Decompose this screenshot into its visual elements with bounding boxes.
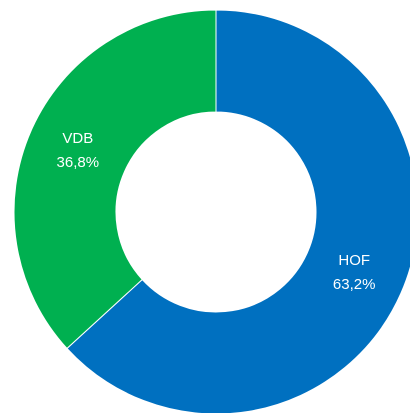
slice bbox=[13, 9, 217, 350]
slice-value-label: 36,8% bbox=[57, 154, 100, 171]
slice-category-label: HOF bbox=[338, 252, 370, 269]
slice-value-label: 63,2% bbox=[333, 276, 376, 293]
slice bbox=[66, 9, 410, 413]
slice-category-label: VDB bbox=[62, 130, 93, 147]
